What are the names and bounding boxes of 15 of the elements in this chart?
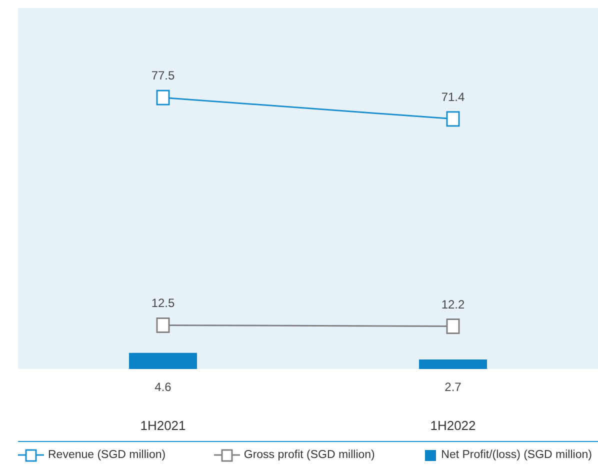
point [156, 317, 170, 333]
point [446, 111, 460, 127]
legend-label: Gross profit (SGD million) [244, 449, 375, 461]
data-label: 77.5 [151, 68, 175, 83]
data-label: 12.5 [151, 296, 175, 310]
point [156, 90, 170, 106]
x-tick-label: 1H2021 [140, 418, 186, 434]
legend-label: Revenue (SGD million) [48, 449, 166, 461]
point [446, 318, 460, 334]
data-label: 2.7 [444, 380, 462, 394]
data-label: 12.2 [441, 297, 465, 312]
data-label: 71.4 [441, 90, 465, 104]
data-label: 4.6 [154, 380, 172, 394]
legend-label: Net Profit/(loss) (SGD million) [441, 449, 592, 461]
x-tick-label: 1H2022 [430, 418, 476, 434]
